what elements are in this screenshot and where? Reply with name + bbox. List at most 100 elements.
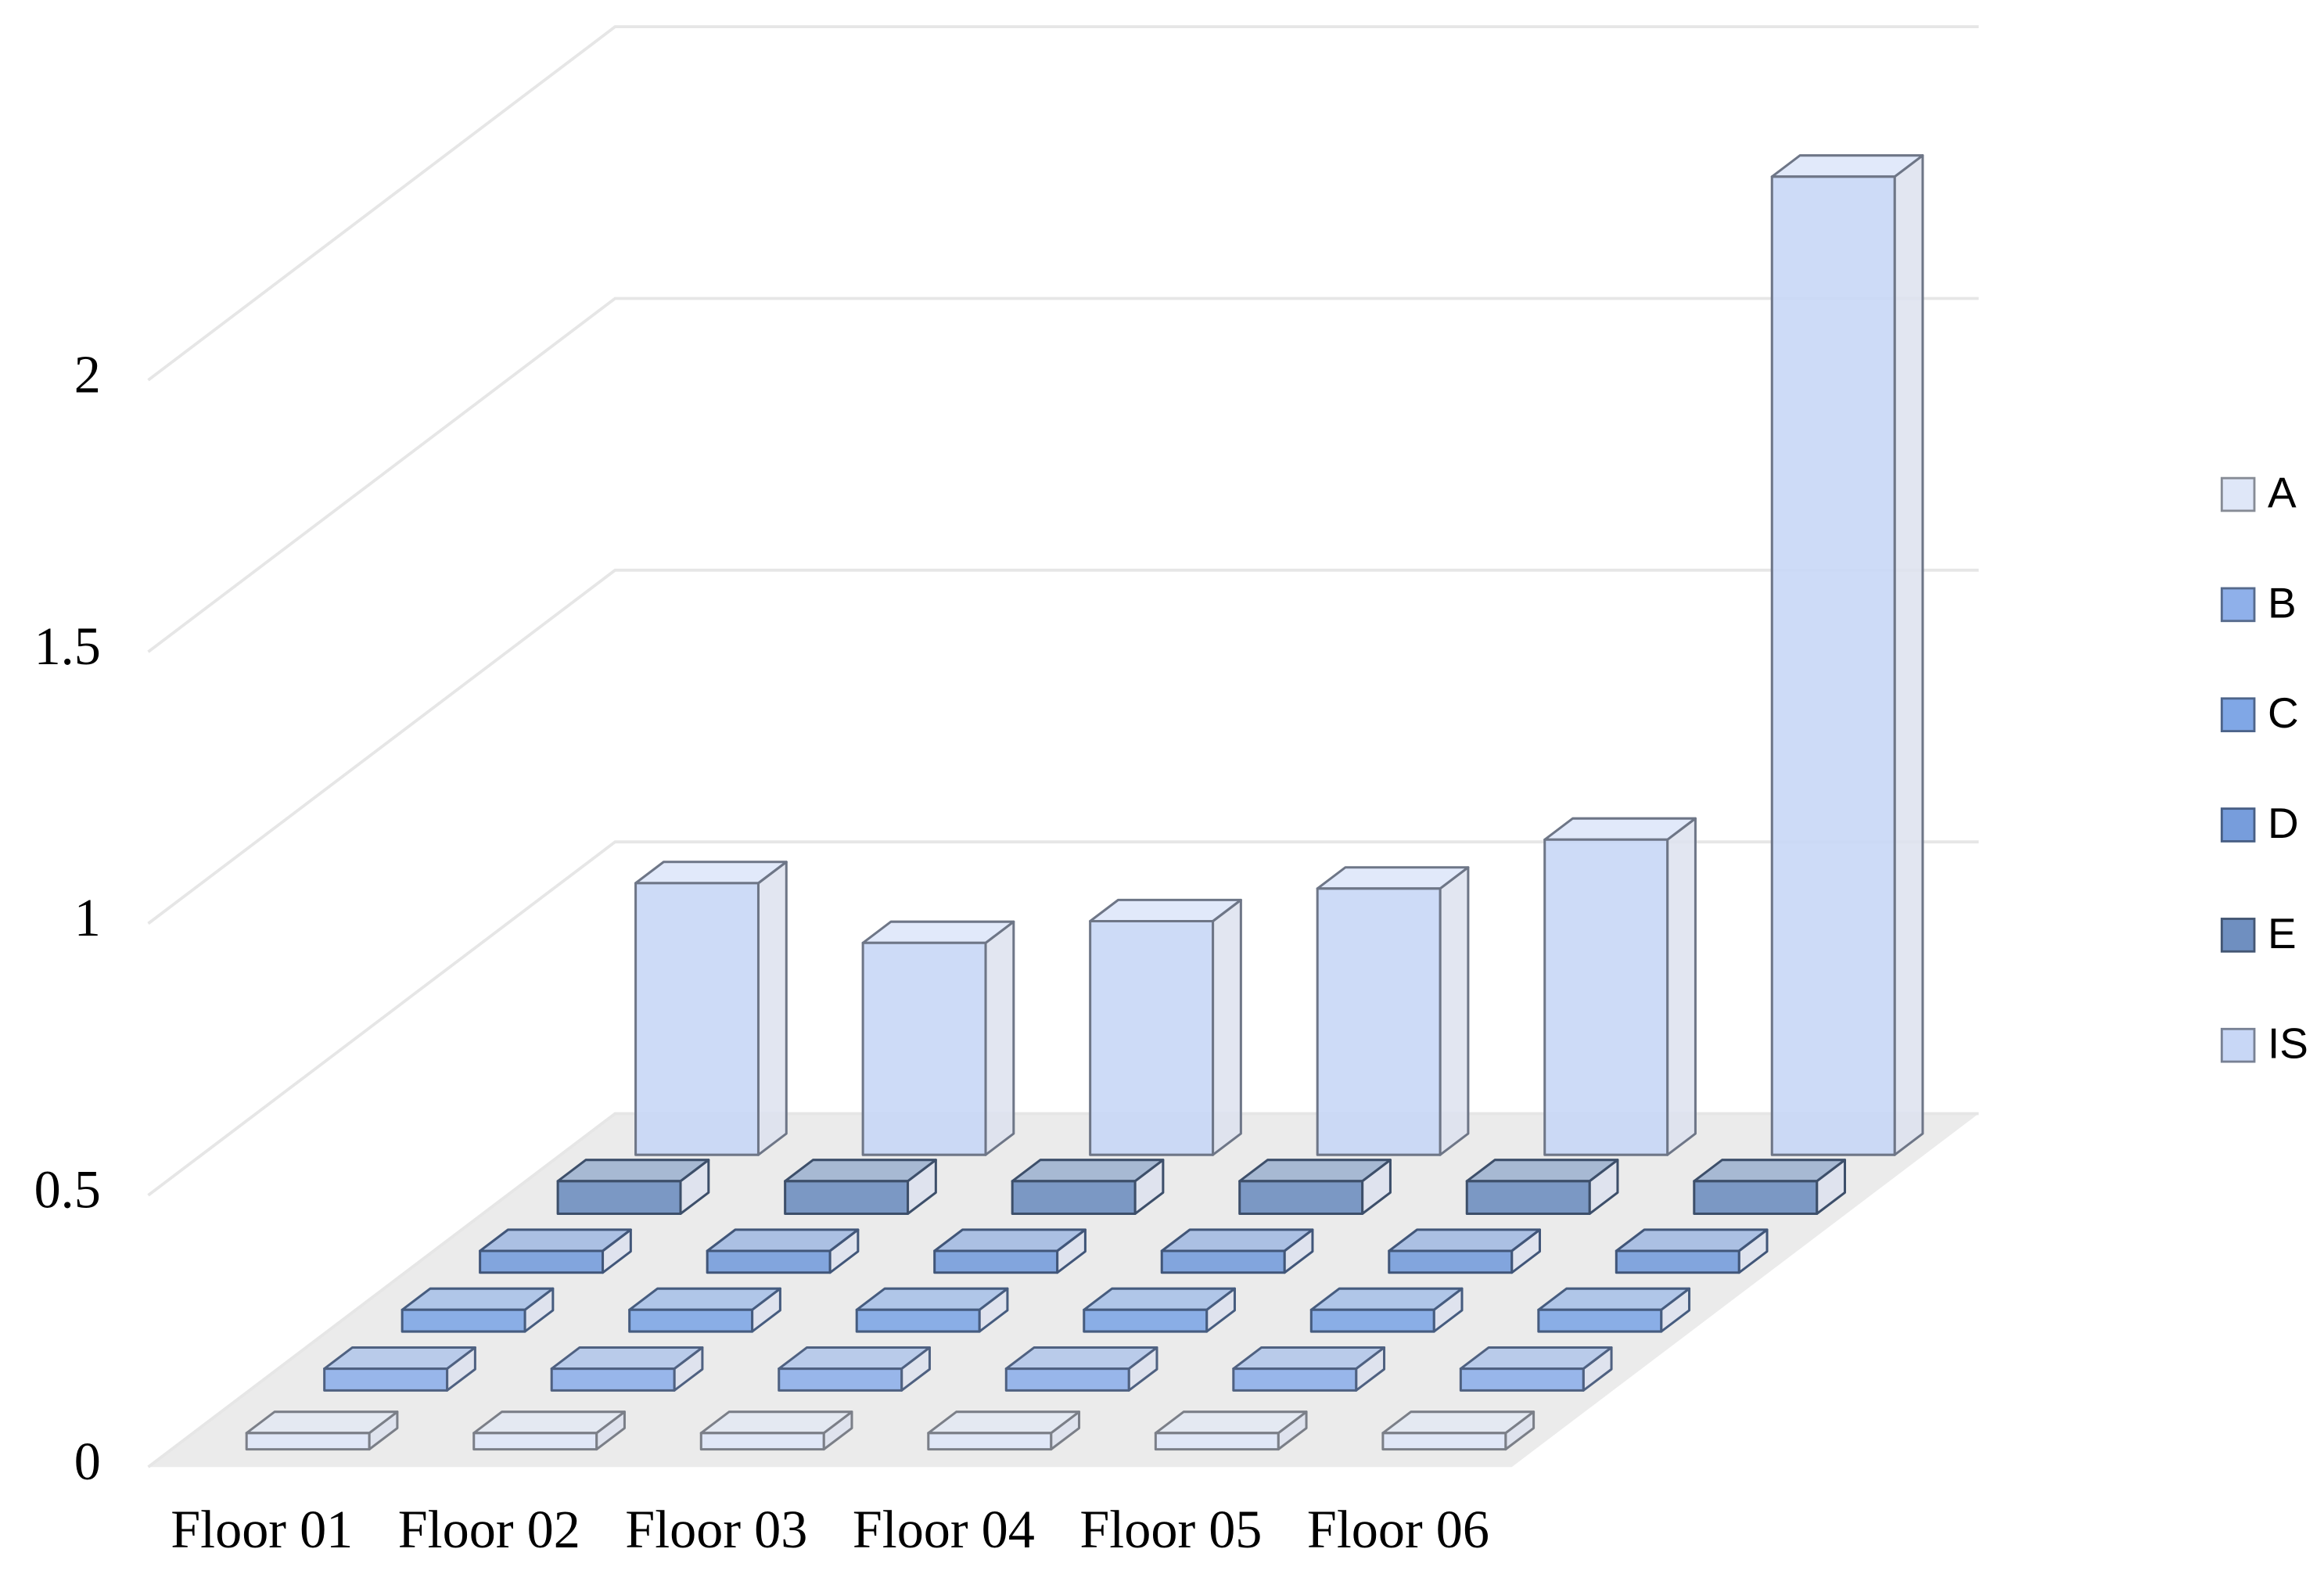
legend-label: IS — [2268, 1019, 2308, 1068]
bar — [1459, 1367, 1585, 1392]
y-tick-label: 1 — [74, 888, 101, 947]
bar-top — [855, 1287, 1009, 1311]
bar-top — [401, 1287, 555, 1311]
legend-label: C — [2268, 688, 2299, 737]
bar — [861, 941, 987, 1156]
bar — [1089, 919, 1215, 1156]
bar — [1154, 1432, 1280, 1451]
bar-side — [1439, 866, 1470, 1156]
bar — [1238, 1180, 1364, 1216]
bar — [784, 1180, 910, 1216]
bar — [699, 1432, 825, 1451]
bar-top — [699, 1410, 853, 1435]
bar — [1465, 1180, 1591, 1216]
legend-swatch — [2220, 697, 2256, 732]
x-tick-label: Floor 02 — [398, 1500, 580, 1559]
bar-top — [245, 1410, 399, 1435]
bar — [1004, 1367, 1130, 1392]
bar-top — [1615, 1228, 1769, 1252]
bar — [1316, 887, 1442, 1156]
bar — [1381, 1432, 1507, 1451]
x-tick-label: Floor 05 — [1079, 1500, 1262, 1559]
y-tick-label: 1.5 — [34, 616, 101, 676]
bar-top — [1083, 1287, 1236, 1311]
bar-side — [1212, 898, 1242, 1156]
bar — [1693, 1180, 1819, 1216]
bar-top — [550, 1346, 704, 1371]
legend-swatch — [2220, 918, 2256, 953]
bar-top — [1160, 1228, 1314, 1252]
bar — [1083, 1308, 1209, 1333]
bar — [1543, 838, 1669, 1156]
y-tick-label: 2 — [74, 345, 101, 404]
bar-top — [556, 1159, 710, 1183]
bar-side — [1666, 817, 1697, 1156]
bar — [778, 1367, 903, 1392]
bar-top — [1388, 1228, 1541, 1252]
bar-top — [1232, 1346, 1386, 1371]
legend-label: A — [2268, 468, 2297, 516]
grid-line — [147, 568, 1979, 925]
legend-label: D — [2268, 799, 2299, 847]
legend-swatch — [2220, 587, 2256, 623]
bar — [556, 1180, 682, 1216]
bar-top — [706, 1228, 860, 1252]
bar — [706, 1249, 832, 1274]
bar-top — [1543, 817, 1697, 841]
bar-top — [861, 920, 1015, 944]
legend-swatch — [2220, 807, 2256, 843]
bar — [634, 882, 760, 1156]
bar-side — [984, 920, 1015, 1156]
bar — [1537, 1308, 1663, 1333]
legend-label: B — [2268, 578, 2297, 627]
bar-top — [323, 1346, 476, 1371]
bar — [323, 1367, 449, 1392]
bar-side — [756, 861, 788, 1156]
bar — [927, 1432, 1053, 1451]
bar-top — [927, 1410, 1081, 1435]
bar — [628, 1308, 754, 1333]
bar-top — [628, 1287, 781, 1311]
plot: 0 0.5 1 1.5 2 Floor 01 Floor 02 Floor 03 Floor 0… — [34, 25, 2308, 1559]
bar-top — [1770, 154, 1924, 178]
bar — [472, 1432, 598, 1451]
bar — [1309, 1308, 1435, 1333]
legend-label: E — [2268, 909, 2297, 958]
bar — [245, 1432, 371, 1451]
x-tick-label: Floor 04 — [853, 1500, 1035, 1559]
bar-top — [1004, 1346, 1158, 1371]
bar-top — [778, 1346, 931, 1371]
bar — [479, 1249, 605, 1274]
legend-swatch — [2220, 476, 2256, 512]
bar — [855, 1308, 981, 1333]
bar-top — [1459, 1346, 1613, 1371]
bar-top — [1381, 1410, 1536, 1435]
bar-top — [933, 1228, 1087, 1252]
bar-top — [1537, 1287, 1691, 1311]
y-tick-label: 0.5 — [34, 1160, 101, 1220]
bar-top — [1154, 1410, 1308, 1435]
bar — [401, 1308, 526, 1333]
legend-swatch — [2220, 1027, 2256, 1063]
bar — [1232, 1367, 1358, 1392]
bar-top — [784, 1159, 937, 1183]
y-tick-label: 0 — [74, 1432, 101, 1491]
x-tick-label: Floor 03 — [625, 1500, 807, 1559]
grid-line — [147, 25, 1979, 382]
x-tick-label: Floor 06 — [1307, 1500, 1489, 1559]
bar-side — [1893, 154, 1924, 1156]
bar — [1615, 1249, 1740, 1274]
bar — [1388, 1249, 1514, 1274]
bar — [1160, 1249, 1286, 1274]
bar-top — [1309, 1287, 1464, 1311]
bar — [1770, 175, 1896, 1156]
bar-top — [1465, 1159, 1619, 1183]
bar-top — [1011, 1159, 1165, 1183]
bar-top — [479, 1228, 632, 1252]
bar-top — [1238, 1159, 1392, 1183]
bar — [1011, 1180, 1137, 1216]
grid-line — [147, 1112, 1979, 1468]
grid-line — [147, 840, 1979, 1197]
x-tick-label: Floor 01 — [171, 1500, 353, 1559]
